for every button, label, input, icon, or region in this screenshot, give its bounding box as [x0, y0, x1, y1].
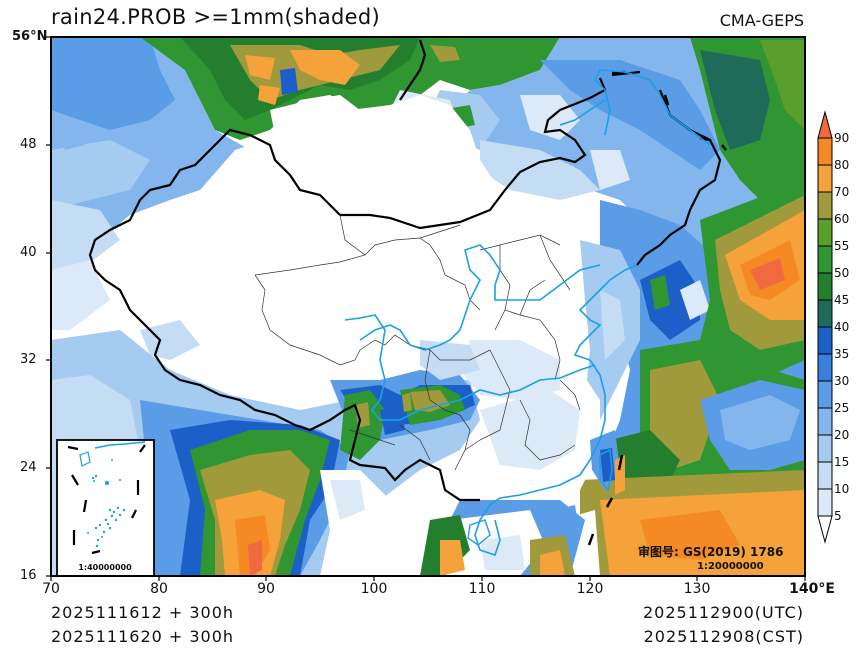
colorbar-label-25: 25	[834, 401, 850, 415]
lon-tick-100: 100	[360, 581, 388, 597]
shaded-field	[51, 37, 805, 576]
yellow-river	[359, 244, 601, 351]
taiwan-outline	[599, 448, 613, 492]
lon-tick-140: 140°E	[789, 581, 835, 597]
valid-time-utc: 2025112900(UTC)	[643, 603, 804, 622]
colorbar-label-80: 80	[834, 158, 850, 172]
yangtze-river	[344, 314, 596, 421]
init-time-cst: 2025111620 + 300h	[51, 627, 235, 646]
colorbar	[817, 110, 833, 544]
colorbar-label-50: 50	[834, 266, 850, 280]
colorbar-label-15: 15	[834, 455, 850, 469]
inset-scale: 1:40000000	[78, 563, 132, 572]
boundaries	[88, 39, 727, 557]
lon-tick-80: 80	[150, 581, 168, 597]
lat-tick-56: 56°N	[12, 29, 48, 44]
lat-tick-40: 40	[20, 245, 37, 260]
model-source-label: CMA-GEPS	[719, 11, 804, 30]
colorbar-label-90: 90	[834, 131, 850, 145]
valid-time-cst: 2025112908(CST)	[643, 627, 804, 646]
colorbar-label-20: 20	[834, 428, 850, 442]
colorbar-label-55: 55	[834, 239, 850, 253]
lat-tick-48: 48	[20, 137, 37, 152]
south-china-sea-inset: 1:40000000	[56, 439, 155, 577]
colorbar-label-70: 70	[834, 185, 850, 199]
colorbar-label-45: 45	[834, 293, 850, 307]
map-frame	[50, 36, 806, 577]
hainan-outline	[467, 519, 491, 546]
colorbar-label-30: 30	[834, 374, 850, 388]
axis-ticks	[46, 36, 806, 581]
lon-tick-130: 130	[683, 581, 711, 597]
map-review-number: 审图号: GS(2019) 1786	[638, 545, 784, 559]
init-time-utc: 2025111612 + 300h	[51, 603, 235, 622]
lon-tick-90: 90	[257, 581, 275, 597]
lon-tick-120: 120	[576, 581, 604, 597]
lat-tick-16: 16	[20, 568, 37, 583]
colorbar-label-5: 5	[834, 509, 842, 523]
coastline	[474, 69, 711, 557]
china-border	[88, 39, 722, 502]
colorbar-label-40: 40	[834, 320, 850, 334]
lat-tick-32: 32	[20, 352, 37, 367]
map-scale: 1:20000000	[697, 561, 764, 572]
lon-tick-110: 110	[468, 581, 496, 597]
lat-tick-24: 24	[20, 460, 37, 475]
colorbar-label-10: 10	[834, 482, 850, 496]
colorbar-label-35: 35	[834, 347, 850, 361]
chart-title: rain24.PROB >=1mm(shaded)	[51, 5, 380, 29]
colorbar-label-60: 60	[834, 212, 850, 226]
lon-tick-70: 70	[42, 581, 60, 597]
